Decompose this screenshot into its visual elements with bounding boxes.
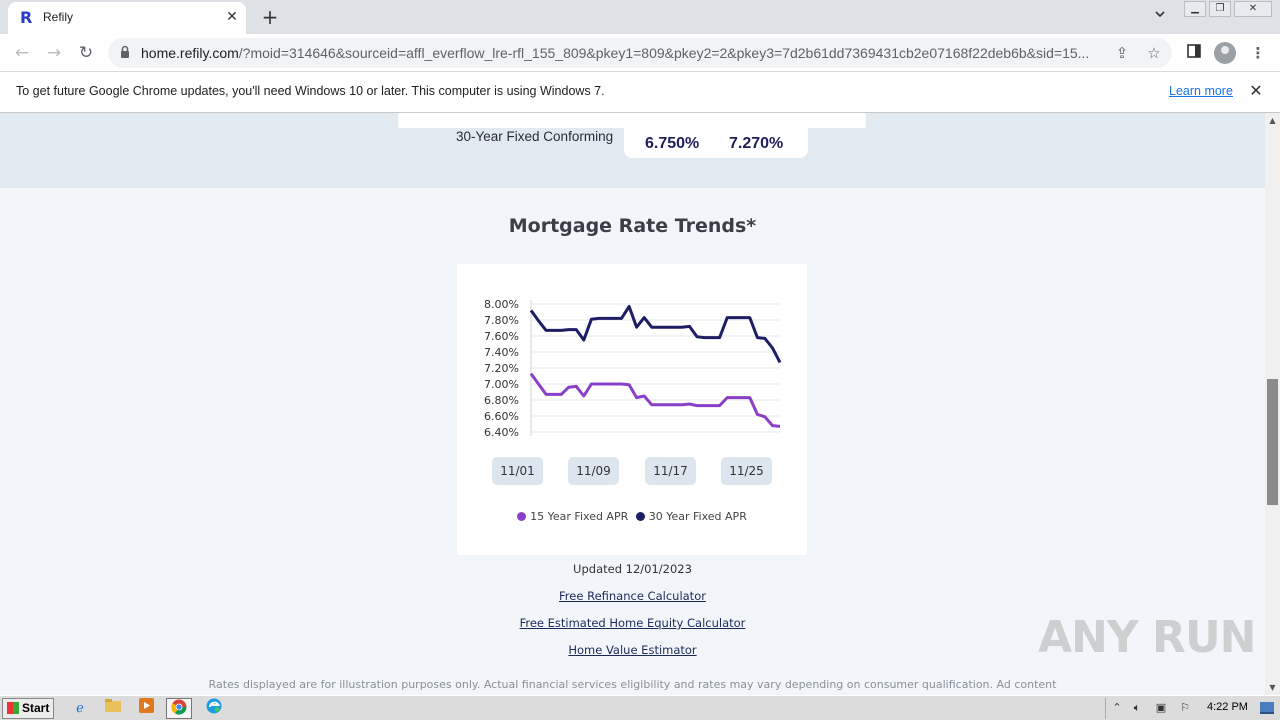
menu-kebab-icon[interactable]: ⋮	[1250, 44, 1266, 62]
address-bar[interactable]: home.refily.com/?moid=314646&sourceid=af…	[108, 38, 1172, 68]
y-tick-label: 6.80%	[484, 394, 519, 407]
back-arrow-icon[interactable]: ←	[14, 43, 30, 63]
tab-search-chevron-icon[interactable]	[1150, 8, 1170, 26]
legend-dot-15-year	[517, 512, 527, 521]
rate-product-label: 30-Year Fixed Conforming	[456, 129, 614, 144]
share-icon[interactable]: ⇪	[1115, 44, 1129, 62]
scroll-down-arrow-icon[interactable]: ▼	[1269, 683, 1276, 692]
browser-toolbar: ← → ↻ home.refily.com/?moid=314646&sourc…	[0, 34, 1280, 72]
chart-card: 8.00% 7.80% 7.60% 7.40% 7.20% 7.00% 6.80% 6.60%…	[457, 264, 807, 555]
edge-icon[interactable]	[201, 698, 227, 719]
learn-more-link[interactable]: Learn more	[1169, 84, 1233, 98]
page-viewport: 30-Year Fixed Conforming 6.750% 7.270% M…	[0, 113, 1265, 695]
date-pill-2[interactable]: 11/09	[568, 457, 619, 485]
url-text[interactable]: home.refily.com/?moid=314646&sourceid=af…	[141, 45, 1090, 61]
rate-values-box: 6.750% 7.270%	[624, 121, 808, 158]
update-infobar: To get future Google Chrome updates, you…	[0, 72, 1280, 113]
refily-favicon-icon: R	[20, 8, 33, 27]
windows-taskbar: Start ℯ ⌃ 🔈︎ ▣ ⚐ 4:22 PM	[0, 695, 1280, 720]
infobar-close-icon[interactable]: ✕	[1249, 81, 1263, 100]
y-tick-label: 6.60%	[484, 410, 519, 423]
page-scrollbar[interactable]: ▲ ▼	[1265, 113, 1280, 695]
updated-date: Updated 12/01/2023	[573, 562, 692, 576]
scroll-up-arrow-icon[interactable]: ▲	[1269, 116, 1276, 125]
chrome-taskbar-icon[interactable]	[166, 698, 192, 719]
tab-title: Refily	[43, 10, 74, 24]
side-panel-icon[interactable]	[1183, 42, 1205, 64]
minimize-window-button[interactable]: ▁	[1184, 1, 1206, 17]
date-pill-1[interactable]: 11/01	[492, 457, 543, 485]
reload-icon[interactable]: ↻	[78, 43, 94, 63]
y-tick-label: 8.00%	[484, 298, 519, 311]
action-center-flag-icon[interactable]: ⚐	[1180, 701, 1190, 714]
browser-tab[interactable]: R Refily ✕	[8, 2, 246, 34]
volume-icon[interactable]: 🔈︎	[1133, 701, 1141, 714]
anyrun-watermark: ANY RUN	[1038, 612, 1256, 663]
system-tray: ⌃ 🔈︎ ▣ ⚐	[1105, 698, 1255, 719]
media-player-icon[interactable]	[133, 698, 159, 719]
chart-legend: 15 Year Fixed APR 30 Year Fixed APR	[457, 510, 807, 523]
close-window-button[interactable]: ✕	[1234, 1, 1272, 17]
apr-value: 7.270%	[729, 135, 784, 152]
y-tick-label: 7.40%	[484, 346, 519, 359]
rates-band: 30-Year Fixed Conforming 6.750% 7.270%	[0, 113, 1265, 188]
internet-explorer-icon[interactable]: ℯ	[76, 701, 84, 716]
trends-title: Mortgage Rate Trends*	[508, 215, 757, 237]
disclaimer-text: Rates displayed are for illustration pur…	[208, 678, 1057, 691]
new-tab-button[interactable]: +	[261, 5, 279, 29]
forward-arrow-icon[interactable]: →	[46, 43, 62, 63]
y-tick-label: 7.80%	[484, 314, 519, 327]
rate-trend-chart: 8.00% 7.80% 7.60% 7.40% 7.20% 7.00% 6.80% 6.60%…	[484, 298, 782, 439]
lock-icon	[121, 45, 129, 58]
series-line-15-year	[529, 372, 781, 428]
home-equity-calculator-link[interactable]: Free Estimated Home Equity Calculator	[519, 616, 746, 630]
restore-window-button[interactable]: ❐	[1209, 1, 1231, 17]
date-pill-4[interactable]: 11/25	[721, 457, 772, 485]
bookmark-star-icon[interactable]: ☆	[1147, 44, 1161, 62]
network-icon[interactable]: ▣	[1155, 701, 1167, 714]
tab-strip: R Refily ✕ + ▁ ❐ ✕	[0, 0, 1280, 34]
scrollbar-thumb[interactable]	[1267, 379, 1278, 505]
y-tick-label: 7.00%	[484, 378, 519, 391]
legend-dot-30-year	[635, 512, 645, 521]
date-pill-3[interactable]: 11/17	[645, 457, 696, 485]
legend-item-30-year[interactable]: 30 Year Fixed APR	[635, 510, 747, 523]
series-line-30-year	[529, 304, 782, 364]
profile-avatar-icon[interactable]	[1214, 42, 1236, 64]
show-desktop-icon[interactable]	[1260, 698, 1276, 719]
y-tick-label: 7.60%	[484, 330, 519, 343]
legend-item-15-year[interactable]: 15 Year Fixed APR	[517, 510, 628, 523]
home-value-estimator-link[interactable]: Home Value Estimator	[568, 643, 697, 657]
y-tick-label: 6.40%	[484, 426, 519, 439]
rate-value: 6.750%	[645, 135, 700, 152]
refinance-calculator-link[interactable]: Free Refinance Calculator	[559, 589, 706, 603]
tray-expand-icon[interactable]: ⌃	[1112, 701, 1122, 714]
infobar-message: To get future Google Chrome updates, you…	[16, 84, 605, 98]
tab-close-icon[interactable]: ✕	[226, 9, 238, 25]
start-button[interactable]: Start	[2, 698, 54, 719]
file-explorer-icon[interactable]	[100, 698, 126, 719]
windows-logo-icon	[7, 702, 19, 714]
y-tick-label: 7.20%	[484, 362, 519, 375]
taskbar-clock: 4:22 PM	[1207, 701, 1248, 713]
